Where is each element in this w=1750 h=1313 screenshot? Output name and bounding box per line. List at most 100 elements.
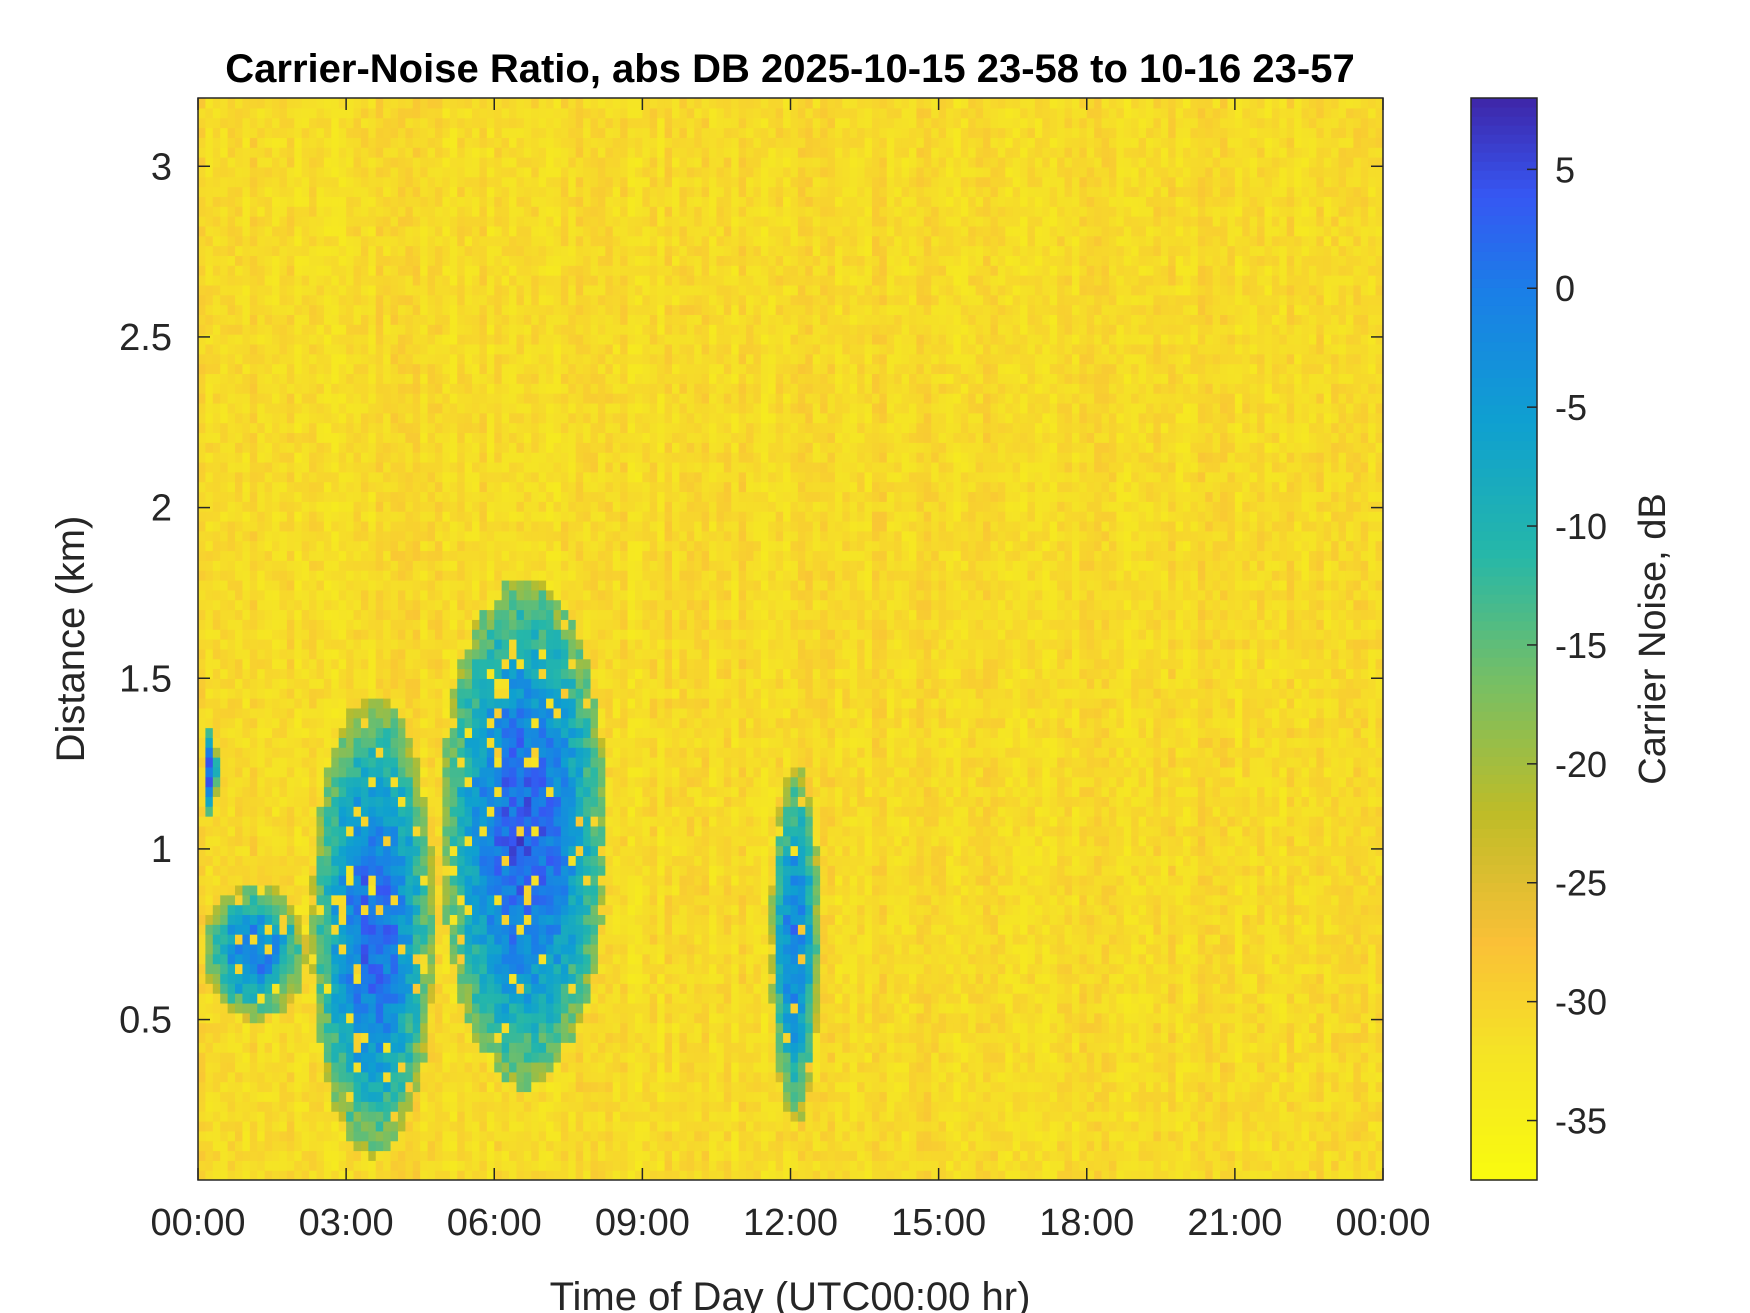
heatmap-cell: [428, 285, 436, 295]
heatmap-cell: [391, 1170, 399, 1180]
heatmap-cell: [309, 757, 317, 767]
heatmap-cell: [235, 1141, 243, 1151]
heatmap-cell: [294, 108, 302, 118]
heatmap-cell: [205, 865, 213, 875]
heatmap-cell: [250, 787, 258, 797]
heatmap-cell: [465, 157, 473, 167]
heatmap-cell: [220, 216, 228, 226]
heatmap-cell: [502, 177, 510, 187]
heatmap-cell: [228, 619, 236, 629]
heatmap-cell: [309, 1121, 317, 1131]
heatmap-cell: [391, 1121, 399, 1131]
heatmap-cell: [420, 541, 428, 551]
heatmap-cell: [317, 678, 325, 688]
heatmap-cell: [442, 846, 450, 856]
heatmap-cell: [502, 629, 510, 639]
heatmap-cell: [287, 432, 295, 442]
heatmap-cell: [479, 629, 487, 639]
heatmap-cell: [235, 826, 243, 836]
heatmap-cell: [450, 226, 458, 236]
heatmap-cell: [398, 462, 406, 472]
heatmap-cell: [331, 236, 339, 246]
heatmap-cell: [309, 609, 317, 619]
heatmap-cell: [376, 255, 384, 265]
heatmap-cell: [531, 914, 539, 924]
heatmap-cell: [450, 757, 458, 767]
heatmap-cell: [213, 806, 221, 816]
heatmap-cell: [339, 364, 347, 374]
heatmap-cell: [428, 98, 436, 108]
heatmap-cell: [391, 1111, 399, 1121]
heatmap-cell: [516, 423, 524, 433]
heatmap-cell: [457, 521, 465, 531]
heatmap-cell: [250, 983, 258, 993]
heatmap-cell: [287, 98, 295, 108]
heatmap-cell: [220, 187, 228, 197]
heatmap-cell: [524, 1101, 532, 1111]
heatmap-cell: [531, 993, 539, 1003]
heatmap-cell: [228, 1160, 236, 1170]
heatmap-cell: [198, 236, 206, 246]
heatmap-cell: [346, 128, 354, 138]
heatmap-cell: [502, 167, 510, 177]
heatmap-cell: [435, 324, 443, 334]
heatmap-cell: [368, 757, 376, 767]
heatmap-cell: [205, 255, 213, 265]
heatmap-cell: [346, 895, 354, 905]
heatmap-cell: [494, 216, 502, 226]
heatmap-cell: [294, 806, 302, 816]
heatmap-cell: [272, 541, 280, 551]
heatmap-cell: [391, 787, 399, 797]
heatmap-cell: [250, 1111, 258, 1121]
heatmap-cell: [287, 1111, 295, 1121]
heatmap-cell: [479, 442, 487, 452]
heatmap-cell: [472, 570, 480, 580]
heatmap-cell: [287, 482, 295, 492]
heatmap-cell: [228, 265, 236, 275]
heatmap-cell: [294, 708, 302, 718]
heatmap-cell: [287, 609, 295, 619]
heatmap-cell: [442, 560, 450, 570]
heatmap-cell: [213, 816, 221, 826]
heatmap-cell: [383, 413, 391, 423]
heatmap-cell: [339, 147, 347, 157]
heatmap-cell: [494, 600, 502, 610]
heatmap-cell: [383, 708, 391, 718]
heatmap-cell: [339, 1121, 347, 1131]
heatmap-cell: [228, 1013, 236, 1023]
heatmap-cell: [294, 275, 302, 285]
heatmap-cell: [279, 403, 287, 413]
heatmap-cell: [324, 550, 332, 560]
heatmap-cell: [420, 1042, 428, 1052]
heatmap-cell: [435, 295, 443, 305]
heatmap-cell: [331, 964, 339, 974]
heatmap-cell: [250, 1003, 258, 1013]
heatmap-cell: [250, 924, 258, 934]
heatmap-cell: [531, 757, 539, 767]
heatmap-cell: [502, 364, 510, 374]
heatmap-cell: [242, 1042, 250, 1052]
heatmap-cell: [494, 285, 502, 295]
heatmap-cell: [354, 905, 362, 915]
heatmap-cell: [494, 570, 502, 580]
heatmap-cell: [472, 354, 480, 364]
heatmap-cell: [309, 836, 317, 846]
heatmap-cell: [368, 423, 376, 433]
heatmap-cell: [317, 619, 325, 629]
heatmap-cell: [435, 157, 443, 167]
heatmap-cell: [331, 855, 339, 865]
heatmap-cell: [398, 914, 406, 924]
heatmap-cell: [302, 108, 310, 118]
heatmap-cell: [302, 1101, 310, 1111]
heatmap-cell: [302, 698, 310, 708]
heatmap-cell: [302, 865, 310, 875]
heatmap-cell: [509, 747, 517, 757]
heatmap-cell: [257, 816, 265, 826]
heatmap-cell: [265, 1141, 273, 1151]
heatmap-cell: [265, 1170, 273, 1180]
heatmap-cell: [368, 944, 376, 954]
heatmap-cell: [198, 265, 206, 275]
heatmap-cell: [287, 491, 295, 501]
heatmap-cell: [383, 295, 391, 305]
heatmap-cell: [391, 826, 399, 836]
